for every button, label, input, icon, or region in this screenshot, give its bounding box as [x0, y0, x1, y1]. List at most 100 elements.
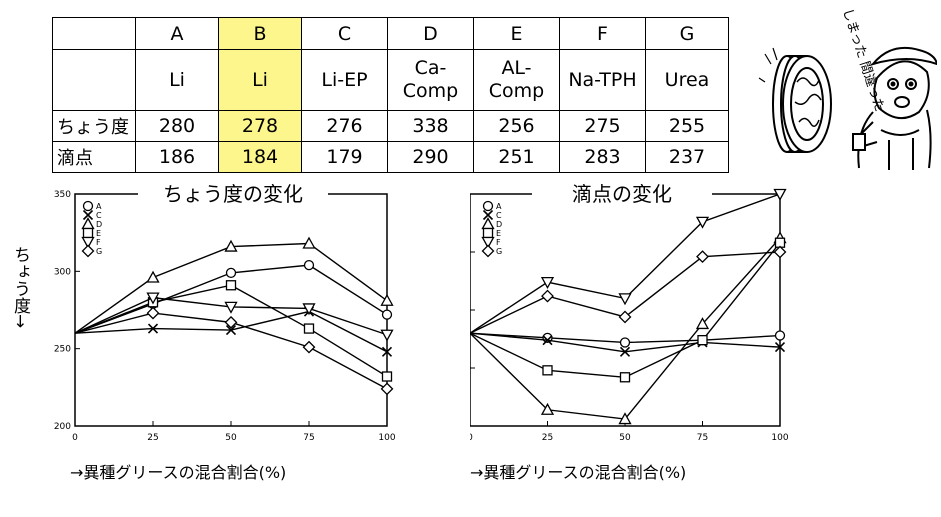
y-tick-label: 300 [54, 267, 71, 277]
series-line [470, 237, 781, 420]
letter-cell: G [645, 17, 729, 50]
penetration-cell: 280 [135, 110, 219, 142]
letter-cell: F [559, 17, 646, 50]
dropping-point-cell: 184 [218, 141, 302, 173]
data-point [696, 250, 709, 264]
data-point [542, 365, 553, 376]
penetration-cell: 276 [301, 110, 388, 142]
letter-cell: C [301, 17, 388, 50]
corner-cell [52, 49, 136, 111]
penetration-cell: 275 [559, 110, 646, 142]
data-point [773, 188, 787, 201]
title-backing [138, 183, 328, 205]
series-d [74, 236, 394, 334]
legend-marker [481, 217, 495, 230]
legend-marker [481, 236, 495, 249]
data-point [774, 342, 786, 353]
letter-cell: A [135, 17, 219, 50]
dropping-point-cell: 237 [645, 141, 729, 173]
legend-label: A [96, 202, 102, 211]
dropping-point-chart: 0255075100滴点の変化ACDEFG→異種グリースの混合割合(%)滴点(°… [470, 182, 789, 482]
data-point [619, 346, 631, 357]
data-point [302, 340, 316, 354]
data-point [225, 280, 237, 291]
y-tick-label: 350 [54, 190, 71, 200]
data-point [225, 325, 237, 336]
data-point [542, 335, 553, 346]
data-point [146, 270, 160, 283]
data-point [146, 306, 160, 320]
legend-label: A [496, 202, 502, 211]
series-line [470, 242, 781, 378]
legend-marker [482, 200, 494, 212]
x-tick-label: 25 [542, 433, 553, 443]
data-point [618, 310, 632, 324]
legend-marker [481, 244, 495, 258]
type-line: Urea [664, 68, 710, 91]
dropping-point-cell: 290 [387, 141, 474, 173]
letter-cell: D [387, 17, 474, 50]
series-d [470, 231, 787, 425]
data-point [224, 301, 238, 314]
grease-table: A B C D E F G Li Li Li-EP Ca- Comp AL- Com… [52, 17, 729, 173]
type-cell: Ca- Comp [387, 49, 474, 111]
legend-label: D [496, 220, 502, 229]
data-point [697, 335, 708, 346]
title-backing [532, 183, 712, 205]
data-point [619, 372, 631, 383]
x-tick-label: 75 [697, 433, 708, 443]
data-point [225, 267, 237, 279]
corner-cell [52, 17, 136, 50]
data-point [381, 309, 393, 320]
x-tick-label: 100 [771, 433, 788, 443]
data-point [224, 239, 238, 252]
legend-label: E [496, 229, 501, 238]
x-tick-label: 50 [619, 433, 631, 443]
data-point [540, 402, 555, 415]
data-point [380, 329, 394, 342]
data-point [303, 259, 315, 271]
data-point [619, 337, 631, 348]
x-tick-label: 100 [378, 433, 395, 443]
legend-marker [482, 209, 494, 221]
type-cell: Na-TPH [559, 49, 646, 111]
type-line: Li [252, 68, 268, 91]
x-axis-label: →異種グリースの混合割合(%) [70, 463, 286, 482]
legend-marker [482, 227, 494, 239]
row-header-penetration: ちょう度 [52, 110, 136, 142]
penetration-cell: 338 [387, 110, 474, 142]
legend-marker [82, 200, 94, 212]
data-point [381, 371, 393, 382]
x-tick-label: 50 [225, 433, 237, 443]
y-axis-label: ちょう度→ [10, 246, 31, 328]
type-cell: Li [135, 49, 219, 111]
type-cell: Urea [645, 49, 729, 111]
data-point [302, 236, 316, 249]
legend-marker [81, 236, 95, 249]
y-tick-label: 200 [54, 422, 71, 432]
plot-frame [470, 193, 781, 427]
type-cell: Li-EP [301, 49, 388, 111]
chart-title: ちょう度の変化 [163, 182, 303, 206]
letter-cell: B [218, 17, 302, 50]
data-point [695, 216, 710, 229]
legend-label: G [496, 247, 502, 256]
type-cell: AL- Comp [473, 49, 560, 111]
type-line: Comp [402, 80, 459, 102]
legend-label: G [96, 247, 102, 256]
data-point [774, 330, 786, 341]
x-tick-label: 25 [147, 433, 158, 443]
data-point [695, 317, 710, 330]
series-f [470, 188, 787, 334]
legend-marker [82, 209, 94, 221]
legend-label: E [96, 229, 101, 238]
series-f [74, 292, 394, 342]
dropping-point-cell: 186 [135, 141, 219, 173]
type-cell: Li [218, 49, 302, 111]
data-point [540, 277, 555, 290]
data-point [381, 346, 393, 357]
type-line: Ca- [414, 57, 447, 79]
type-line: Li [169, 68, 185, 91]
